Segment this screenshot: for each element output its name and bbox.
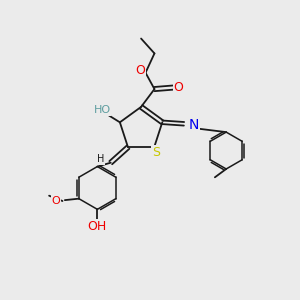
Text: HO: HO xyxy=(94,105,111,116)
Text: O: O xyxy=(173,81,183,94)
Text: O: O xyxy=(51,196,60,206)
Text: H: H xyxy=(97,154,104,164)
Text: O: O xyxy=(135,64,145,77)
Text: N: N xyxy=(189,118,200,132)
Text: S: S xyxy=(152,146,160,159)
Text: OH: OH xyxy=(88,220,107,233)
